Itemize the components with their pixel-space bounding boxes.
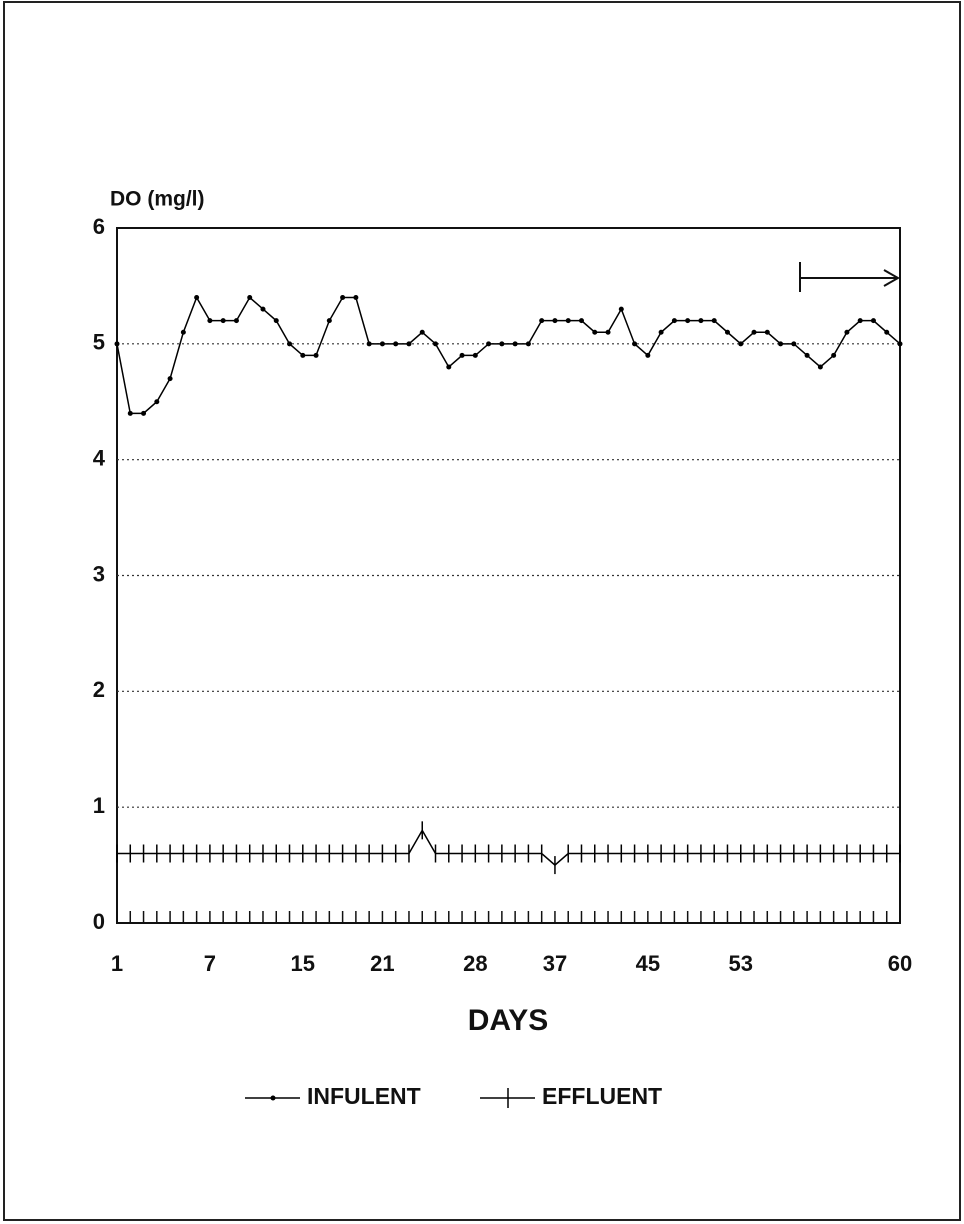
point-marker [340, 295, 346, 300]
y-tick-label: 6 [93, 214, 105, 239]
series-line [117, 828, 900, 867]
x-tick-label: 37 [543, 951, 567, 976]
point-marker [313, 352, 319, 358]
point-marker [433, 341, 439, 347]
point-marker [459, 352, 465, 358]
legend-label: EFFLUENT [542, 1083, 662, 1109]
point-marker [645, 352, 651, 358]
point-marker [393, 341, 399, 347]
point-marker [194, 295, 200, 300]
point-marker [273, 318, 279, 324]
point-marker [207, 318, 213, 324]
point-marker [446, 364, 452, 370]
point-marker [778, 341, 784, 347]
y-tick-label: 5 [93, 330, 105, 355]
point-marker [592, 329, 598, 335]
point-marker [632, 341, 638, 347]
point-marker [804, 352, 810, 358]
point-marker [525, 341, 531, 347]
point-marker [127, 410, 133, 416]
point-marker [472, 352, 478, 358]
point-marker [512, 341, 518, 347]
point-marker [565, 318, 571, 324]
x-axis-label: DAYS [468, 1004, 549, 1037]
point-marker [685, 318, 691, 324]
point-marker [711, 318, 717, 324]
point-marker [605, 329, 611, 335]
point-marker [247, 295, 253, 300]
point-marker [167, 376, 173, 382]
point-marker [287, 341, 293, 347]
point-marker [379, 341, 385, 347]
point-marker [419, 329, 425, 335]
range-arrow [799, 262, 901, 292]
legend-label: INFULENT [307, 1083, 421, 1109]
point-marker [578, 318, 584, 324]
point-marker [738, 341, 744, 347]
point-marker [499, 341, 505, 347]
y-tick-label: 4 [93, 445, 106, 470]
x-tick-label: 60 [888, 951, 912, 976]
point-marker [764, 329, 770, 335]
y-tick-label: 0 [93, 909, 105, 934]
point-marker [870, 318, 876, 324]
point-marker [141, 410, 147, 416]
series-line [116, 295, 901, 415]
point-marker [326, 318, 332, 324]
point-marker [552, 318, 558, 324]
point-marker [844, 329, 850, 335]
point-marker [233, 318, 239, 324]
x-tick-label: 45 [636, 951, 660, 976]
legend-marker [270, 1095, 276, 1101]
point-marker [831, 352, 837, 358]
point-marker [751, 329, 757, 335]
point-marker [220, 318, 226, 324]
point-marker [724, 329, 730, 335]
point-marker [618, 306, 624, 312]
point-marker [897, 341, 903, 347]
page-frame [3, 1, 961, 1221]
x-tick-label: 53 [729, 951, 753, 976]
point-marker [260, 306, 266, 312]
point-marker [658, 329, 664, 335]
x-tick-label: 7 [204, 951, 216, 976]
point-marker [154, 399, 160, 405]
point-marker [486, 341, 492, 347]
point-marker [366, 341, 372, 347]
point-marker [671, 318, 677, 324]
y-tick-label: 1 [93, 793, 105, 818]
point-marker [791, 341, 797, 347]
point-marker [857, 318, 863, 324]
x-tick-label: 21 [370, 951, 394, 976]
point-marker [300, 352, 306, 358]
point-marker [406, 341, 412, 347]
point-marker [698, 318, 704, 324]
x-tick-label: 15 [291, 951, 315, 976]
point-marker [353, 295, 359, 300]
y-axis-label: DO (mg/l) [110, 188, 205, 211]
point-marker [817, 364, 823, 370]
point-marker [884, 329, 890, 335]
point-marker [539, 318, 545, 324]
y-tick-label: 2 [93, 677, 105, 702]
point-marker [180, 329, 186, 335]
x-tick-label: 1 [111, 951, 123, 976]
y-tick-label: 3 [93, 561, 105, 586]
point-marker [114, 341, 120, 347]
x-tick-label: 28 [463, 951, 487, 976]
